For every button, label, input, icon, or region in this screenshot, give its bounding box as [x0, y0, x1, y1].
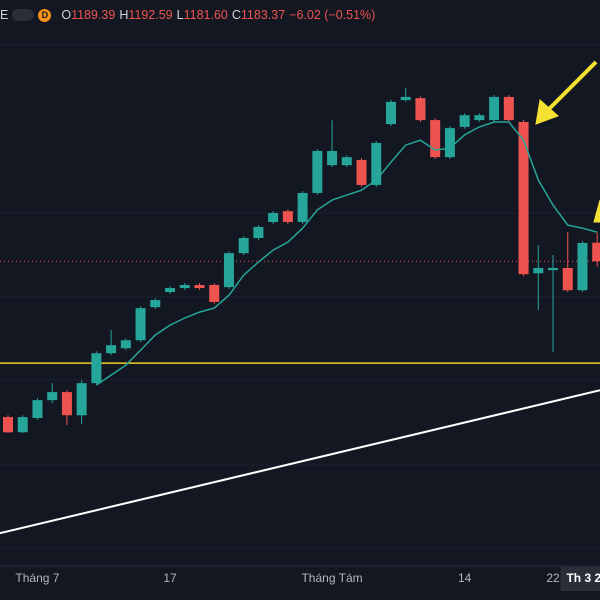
- candle-body: [385, 101, 396, 125]
- candle-body: [194, 284, 205, 289]
- candle-body: [106, 345, 117, 354]
- candle-body: [297, 192, 308, 222]
- arrow-head: [535, 99, 559, 125]
- arrows: [535, 60, 600, 223]
- candle-body: [253, 226, 264, 239]
- x-tick-label: 17: [163, 571, 177, 585]
- close-value: 1183.37: [240, 8, 286, 22]
- interval: D: [38, 8, 52, 22]
- high-value: 1192.59: [128, 8, 173, 22]
- candle-body: [135, 308, 146, 341]
- candle-body: [562, 267, 573, 291]
- x-axis-band: [0, 566, 600, 600]
- candle-body: [91, 353, 102, 384]
- crosshair-date-box: [560, 567, 600, 591]
- candle-body: [548, 267, 559, 271]
- x-tick-label: Tháng Tám: [301, 571, 362, 585]
- candle-body: [474, 115, 485, 121]
- candle-body: [518, 121, 529, 275]
- candle-body: [61, 392, 72, 416]
- candle-body: [223, 253, 234, 288]
- low-key: L: [176, 8, 184, 22]
- candle-body: [341, 157, 352, 166]
- crosshair-date: Th 3 2: [566, 571, 600, 585]
- status-dots: [12, 9, 35, 21]
- candle-body: [371, 142, 382, 185]
- candle-body: [150, 300, 161, 308]
- open-value: 1189.39: [71, 8, 116, 22]
- candle-body: [503, 96, 514, 121]
- candle-body: [268, 213, 279, 222]
- candle-body: [459, 115, 470, 127]
- candle-body: [47, 392, 58, 401]
- x-tick-label: Tháng 7: [15, 571, 59, 585]
- candle-body: [400, 96, 411, 101]
- candle-body: [76, 383, 87, 416]
- open-key: O: [61, 8, 72, 22]
- close-key: C: [231, 8, 241, 22]
- high-key: H: [119, 8, 129, 22]
- candle-body: [356, 159, 367, 185]
- candle-body: [312, 150, 323, 193]
- arrow-shaft: [546, 60, 598, 112]
- candle-body: [238, 238, 249, 254]
- legend-header: E D O 1189.39 H 1192.59 L 1181.60 C 1183.37 …: [0, 6, 379, 24]
- symbol: E: [0, 8, 9, 22]
- candle-body: [533, 267, 544, 274]
- candle-body: [179, 284, 190, 289]
- candle-body: [592, 242, 600, 262]
- candle-body: [3, 417, 13, 433]
- x-tick-label: 14: [458, 571, 472, 585]
- grid: [0, 44, 600, 549]
- candle-body: [282, 211, 293, 222]
- candle-body: [32, 400, 43, 419]
- candle-body: [415, 98, 426, 121]
- candle-body: [489, 96, 500, 121]
- arrow-head: [593, 199, 600, 223]
- trendline: [0, 389, 600, 535]
- candle-body: [577, 242, 588, 291]
- candle-body: [209, 284, 220, 302]
- change: −6.02 (−0.51%): [289, 8, 376, 22]
- candle-body: [430, 120, 441, 158]
- ma-line: [95, 121, 598, 386]
- candle-body: [120, 340, 131, 349]
- candle-body: [444, 128, 455, 158]
- candle-body: [327, 150, 338, 166]
- candle-body: [165, 288, 176, 293]
- x-tick-label: 22: [546, 571, 560, 585]
- candle-body: [17, 417, 28, 433]
- low-value: 1181.60: [183, 8, 228, 22]
